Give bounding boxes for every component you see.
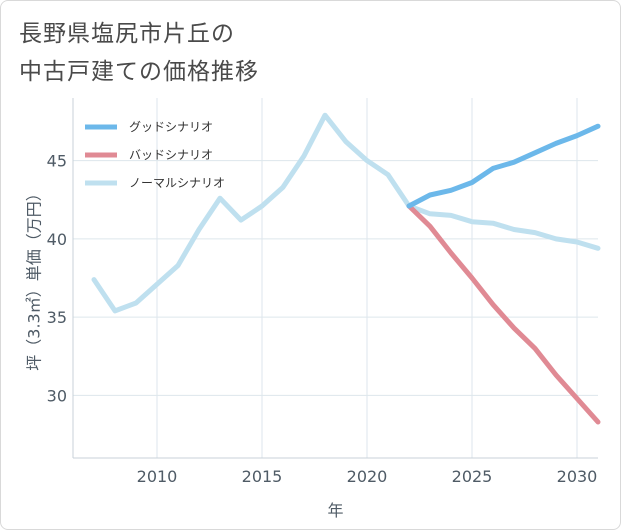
series-line-1 [406,203,601,425]
grid-lines [73,98,598,458]
legend-label: ノーマルシナリオ [129,176,225,190]
series-line-0 [406,123,601,209]
y-tick-label: 30 [47,386,67,405]
series-line-2 [91,112,601,314]
x-tick-label: 2010 [137,467,178,486]
x-tick-label: 2020 [347,467,388,486]
y-tick-label: 35 [47,308,67,327]
title-line-1: 長野県塩尻市片丘の [19,21,235,47]
axes: 2010 2015 2020 2025 2030 30 35 40 45 [47,98,598,486]
legend-label: グッドシナリオ [129,120,213,134]
title-line-2: 中古戸建ての価格推移 [19,59,259,85]
x-tick-label: 2030 [557,467,598,486]
x-tick-label: 2025 [452,467,493,486]
y-tick-label: 40 [47,230,67,249]
y-axis-label: 坪（3.3㎡）単価（万円） [25,185,44,370]
legend-label: バッドシナリオ [129,148,213,162]
series-lines [91,112,601,425]
y-tick-label: 45 [47,152,67,171]
x-axis-label: 年 [327,501,343,520]
x-tick-label: 2015 [242,467,283,486]
chart-title: 長野県塩尻市片丘の 中古戸建ての価格推移 [19,15,259,91]
